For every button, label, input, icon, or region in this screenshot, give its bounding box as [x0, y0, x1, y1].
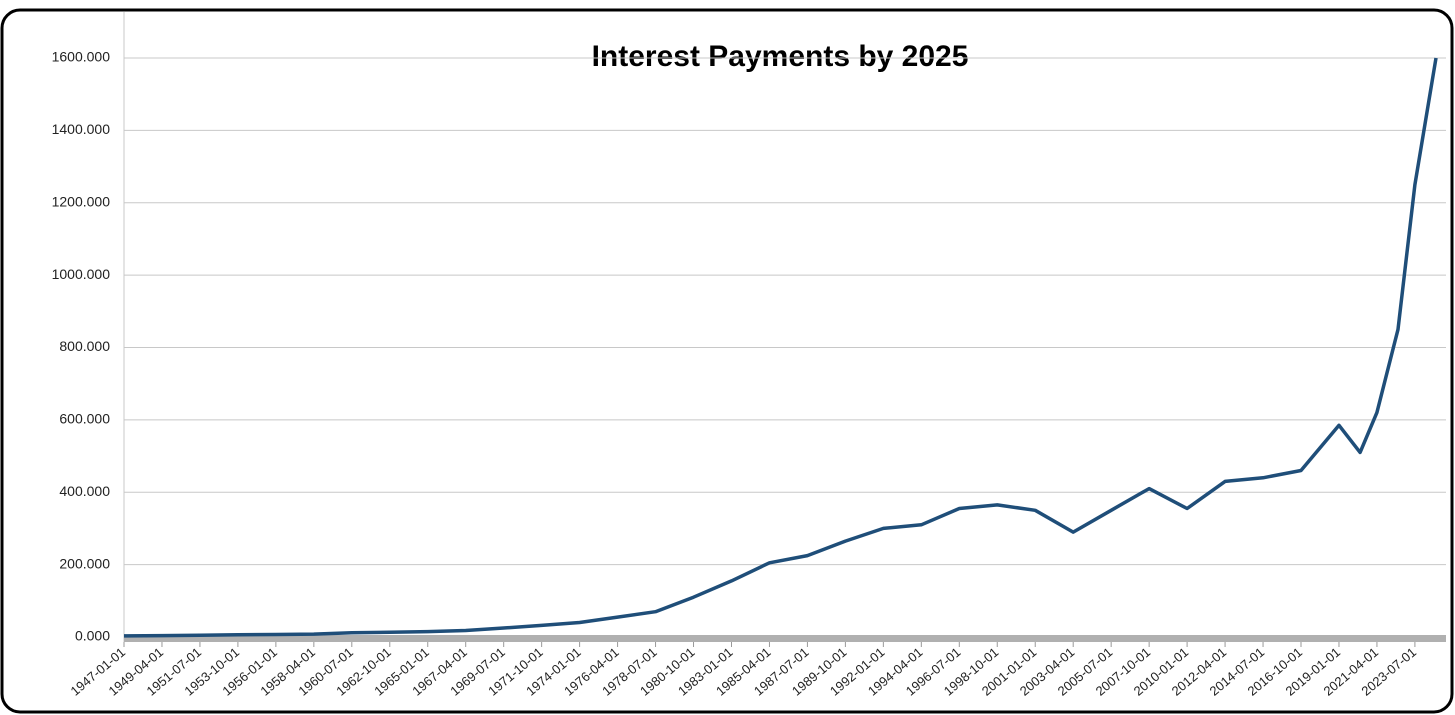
y-tick-label: 200.000: [59, 555, 110, 571]
y-tick-label: 1600.000: [52, 49, 111, 65]
y-tick-label: 0.000: [75, 628, 110, 644]
frame: [0, 8, 1454, 714]
y-tick-label: 1200.000: [52, 193, 111, 209]
y-tick-label: 800.000: [59, 338, 110, 354]
y-tick-label: 400.000: [59, 483, 110, 499]
x-axis-band: [124, 635, 1446, 642]
chart-title: Interest Payments by 2025: [592, 40, 969, 73]
y-tick-label: 1000.000: [52, 266, 111, 282]
data-line: [123, 57, 1438, 638]
y-tick-label: 1400.000: [52, 121, 111, 137]
y-tick-label: 600.000: [59, 411, 110, 427]
